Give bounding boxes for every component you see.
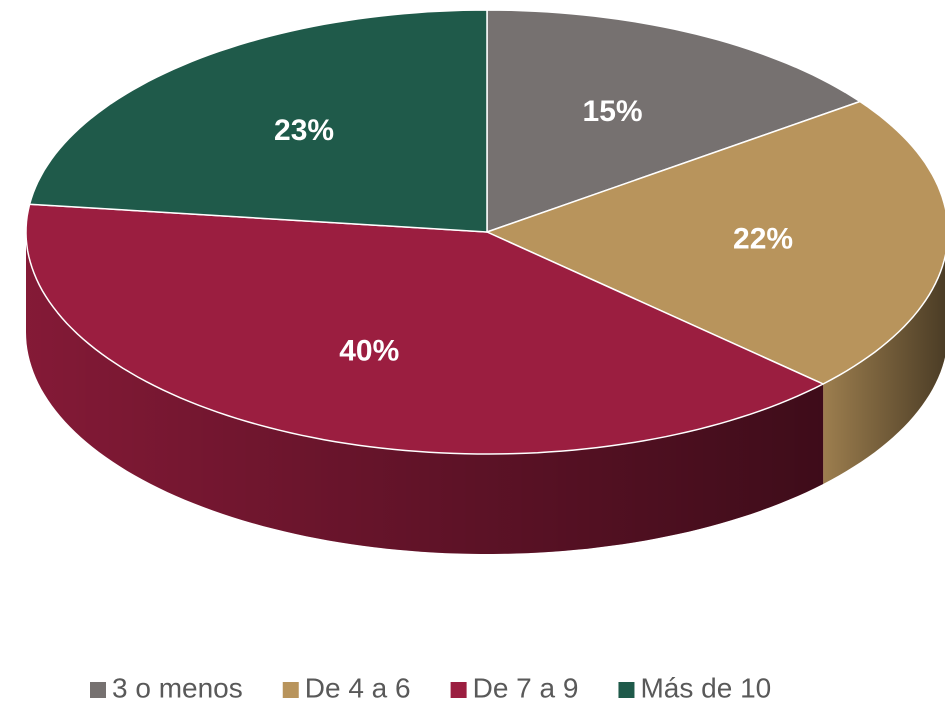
side-shade [823, 257, 945, 484]
legend-label: Más de 10 [640, 672, 771, 703]
data-label: 15% [583, 95, 643, 128]
legend-label: 3 o menos [112, 672, 243, 703]
legend-swatch [90, 682, 106, 698]
side-shade [26, 232, 824, 554]
legend-swatch [450, 682, 467, 698]
legend-label: De 4 a 6 [305, 672, 411, 703]
legend-swatch [282, 682, 299, 698]
legend-swatch [618, 682, 635, 698]
legend-label: De 7 a 9 [473, 672, 579, 703]
data-label: 23% [274, 114, 334, 147]
slice [486, 9, 861, 233]
slice [25, 203, 824, 455]
data-label: 22% [733, 222, 793, 255]
data-label: 40% [339, 334, 399, 367]
slice [486, 100, 945, 385]
slice [28, 9, 488, 233]
